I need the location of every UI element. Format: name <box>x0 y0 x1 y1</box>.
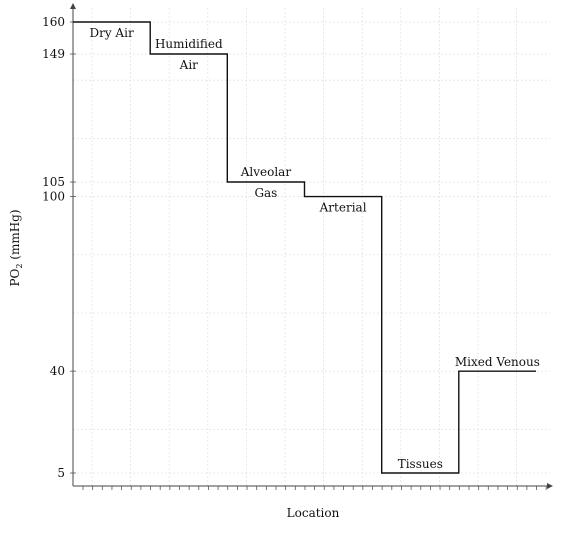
step-series-line <box>73 21 536 474</box>
axes <box>70 3 553 489</box>
y-axis-title: PO2 (mmHg) <box>8 209 24 286</box>
step-label: Arterial <box>319 201 367 215</box>
step-label: Mixed Venous <box>455 355 540 369</box>
step-label: Air <box>179 58 199 72</box>
y-axis-title-main: PO <box>8 268 22 286</box>
step-labels: Dry Air Humidified Air Alveolar Gas Arterial T… <box>89 26 539 471</box>
y-tick-label: 160 <box>42 15 65 29</box>
y-axis-title-subscript: 2 <box>15 264 24 269</box>
step-label: Gas <box>254 186 277 200</box>
step-label: Humidified <box>155 37 223 51</box>
y-tick-label: 100 <box>42 190 65 204</box>
step-label: Alveolar <box>240 165 292 179</box>
step-label: Tissues <box>398 457 443 471</box>
y-tick-label: 105 <box>42 175 65 189</box>
y-tick-label: 5 <box>57 466 65 480</box>
step-label: Dry Air <box>89 26 133 40</box>
x-axis-title: Location <box>287 506 340 520</box>
y-tick-label: 40 <box>50 364 65 378</box>
y-tick-label: 149 <box>42 47 65 61</box>
y-axis-title-unit: (mmHg) <box>8 209 22 263</box>
x-ticks <box>82 486 547 490</box>
grid <box>73 8 550 486</box>
x-axis-arrow-icon <box>547 483 553 489</box>
step-series <box>73 21 536 474</box>
y-axis-arrow-icon <box>70 3 76 9</box>
